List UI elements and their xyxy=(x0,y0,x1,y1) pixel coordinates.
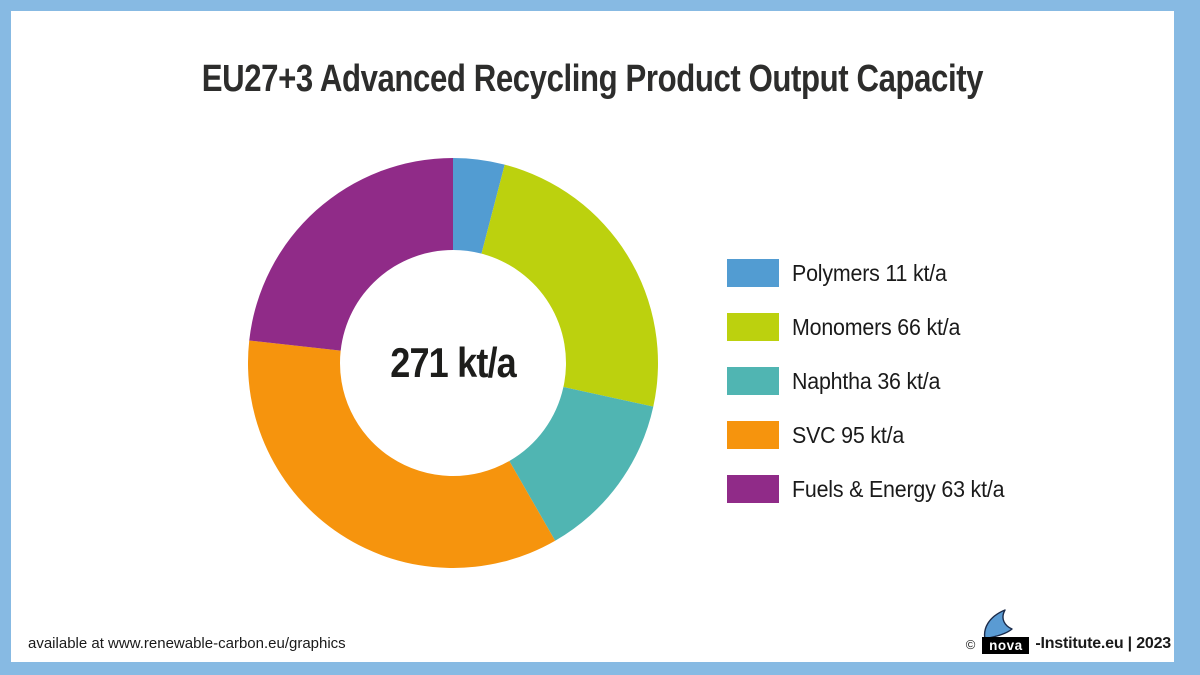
donut-slice-polymers xyxy=(453,158,505,254)
legend-swatch xyxy=(727,475,779,503)
legend-swatch xyxy=(727,259,779,287)
legend-item-polymers: Polymers 11 kt/a xyxy=(727,259,1020,287)
donut-svg xyxy=(248,158,658,568)
legend-label: Monomers 66 kt/a xyxy=(792,313,961,340)
legend-swatch xyxy=(727,367,779,395)
donut-chart: 271 kt/a xyxy=(248,158,658,568)
page-title-text: EU27+3 Advanced Recycling Product Output… xyxy=(201,58,984,100)
legend-label: Fuels & Energy 63 kt/a xyxy=(792,475,1005,502)
legend-item-naphtha: Naphtha 36 kt/a xyxy=(727,367,1020,395)
legend-item-monomers: Monomers 66 kt/a xyxy=(727,313,1020,341)
nova-logo-box: nova xyxy=(982,637,1030,654)
legend-label: Naphtha 36 kt/a xyxy=(792,367,941,394)
donut-slice-monomers xyxy=(481,164,658,407)
availability-note: available at www.renewable-carbon.eu/gra… xyxy=(28,635,346,652)
legend-label: SVC 95 kt/a xyxy=(792,421,905,448)
donut-slice-naphtha xyxy=(509,387,654,541)
page-title: EU27+3 Advanced Recycling Product Output… xyxy=(11,58,1174,101)
copyright-symbol: © xyxy=(965,637,976,652)
donut-slice-fuels-energy xyxy=(249,158,453,351)
nova-logo: nova xyxy=(980,609,1030,654)
legend-swatch xyxy=(727,313,779,341)
credit-text: -Institute.eu | 2023 xyxy=(1035,635,1171,652)
legend-label: Polymers 11 kt/a xyxy=(792,259,947,286)
credit-block: © nova -Institute.eu | 2023 xyxy=(966,609,1171,654)
nova-logo-text: nova xyxy=(989,637,1023,653)
content-area: EU27+3 Advanced Recycling Product Output… xyxy=(11,11,1174,662)
legend-item-svc: SVC 95 kt/a xyxy=(727,421,1020,449)
donut-slice-svc xyxy=(248,340,556,568)
chart-legend: Polymers 11 kt/a Monomers 66 kt/a Naphtha … xyxy=(727,259,1020,503)
legend-item-fuels-energy: Fuels & Energy 63 kt/a xyxy=(727,475,1020,503)
legend-swatch xyxy=(727,421,779,449)
nova-sail-icon xyxy=(984,609,1014,640)
